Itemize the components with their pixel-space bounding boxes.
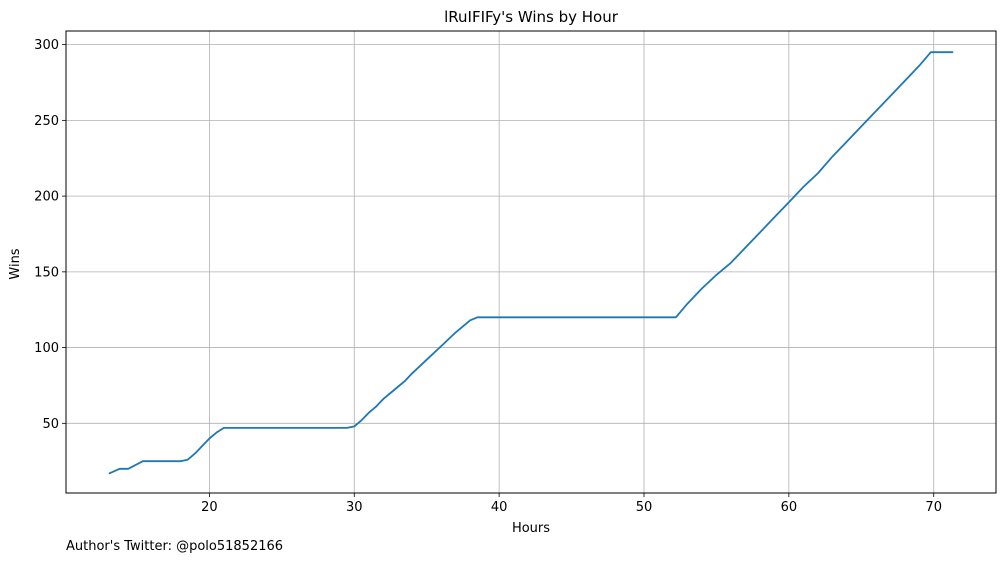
plot-frame: [65, 30, 997, 494]
axis-ticks: 20 30 40 50 60 70 50 100 150 200 250 300: [34, 38, 942, 515]
y-tick-label: 300: [34, 38, 59, 53]
grid-lines: [66, 31, 996, 493]
x-tick-label: 30: [346, 500, 363, 515]
y-tick-label: 250: [34, 114, 59, 129]
x-tick-label: 70: [925, 500, 942, 515]
series-layer: [108, 51, 954, 475]
x-tick-label: 40: [491, 500, 508, 515]
y-tick-label: 150: [34, 265, 59, 280]
y-tick-label: 50: [42, 417, 59, 432]
author-twitter-note: Author's Twitter: @polo51852166: [66, 539, 283, 554]
y-axis-title: Wins: [8, 248, 23, 279]
y-tick-label: 200: [34, 190, 59, 205]
y-tick-label: 100: [34, 341, 59, 356]
wins-series-line: [108, 51, 954, 475]
x-tick-label: 20: [201, 500, 218, 515]
x-axis-title: Hours: [512, 521, 550, 536]
x-tick-label: 50: [636, 500, 653, 515]
chart-title: lRuIFIFy's Wins by Hour: [444, 8, 619, 26]
x-tick-label: 60: [781, 500, 798, 515]
